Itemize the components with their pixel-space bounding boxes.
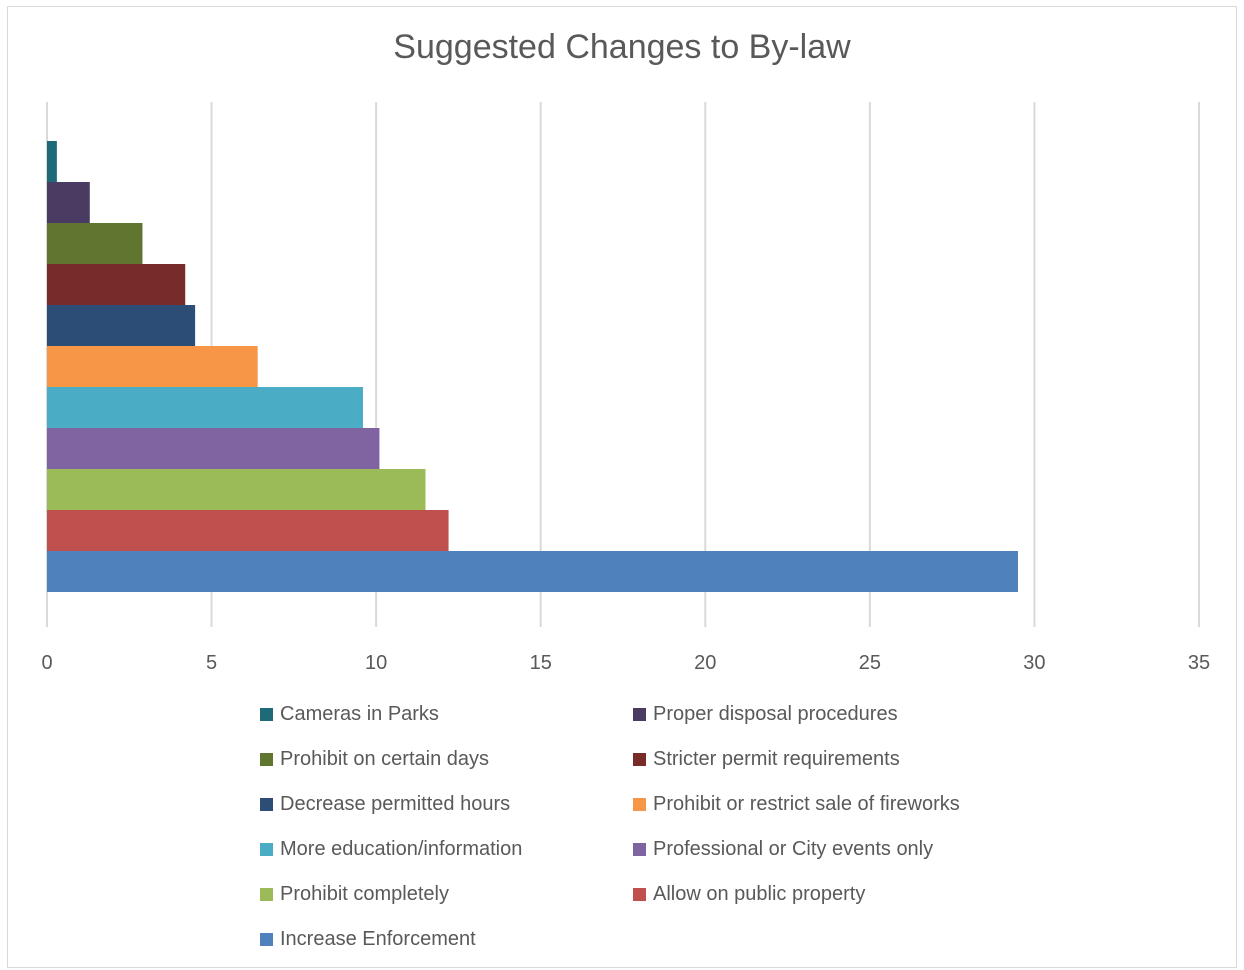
x-tick-label: 35 bbox=[1188, 652, 1210, 674]
x-tick-label: 0 bbox=[41, 652, 52, 674]
bars bbox=[47, 141, 1018, 592]
chart-title: Suggested Changes to By-law bbox=[393, 28, 851, 66]
legend-item: More education/information bbox=[260, 835, 522, 863]
legend-item: Allow on public property bbox=[633, 880, 865, 908]
legend-label: Increase Enforcement bbox=[280, 927, 476, 950]
legend-label: Prohibit completely bbox=[280, 882, 449, 905]
x-tick-label: 20 bbox=[694, 652, 716, 674]
legend-swatch bbox=[633, 887, 646, 901]
legend-label: Decrease permitted hours bbox=[280, 792, 511, 815]
x-tick-label: 30 bbox=[1023, 652, 1045, 674]
bar-stricter-permit-requirements bbox=[47, 264, 186, 305]
x-tick-label: 15 bbox=[530, 652, 552, 674]
legend-swatch bbox=[260, 707, 273, 721]
legend-item: Prohibit completely bbox=[260, 880, 449, 908]
bar-prohibit-or-restrict-sale-of-fireworks bbox=[47, 346, 258, 387]
legend-swatch bbox=[633, 752, 646, 766]
legend-item: Professional or City events only bbox=[633, 835, 933, 863]
legend-swatch bbox=[260, 842, 273, 856]
x-tick-label: 10 bbox=[365, 652, 387, 674]
legend-label: Stricter permit requirements bbox=[653, 747, 900, 770]
legend-label: Proper disposal procedures bbox=[653, 702, 898, 725]
legend-item: Increase Enforcement bbox=[260, 925, 476, 953]
bar-allow-on-public-property bbox=[47, 510, 449, 551]
legend-swatch bbox=[633, 797, 646, 811]
legend-swatch bbox=[260, 932, 273, 946]
x-tick-label: 25 bbox=[859, 652, 881, 674]
legend-swatch bbox=[260, 797, 273, 811]
legend-swatch bbox=[633, 707, 646, 721]
legend-label: Professional or City events only bbox=[653, 837, 934, 860]
legend-item: Stricter permit requirements bbox=[633, 745, 900, 773]
legend-item: Proper disposal procedures bbox=[633, 700, 898, 728]
legend-swatch bbox=[633, 842, 646, 856]
bar-prohibit-on-certain-days bbox=[47, 223, 143, 264]
legend-item: Prohibit or restrict sale of fireworks bbox=[633, 790, 960, 818]
x-tick-label: 5 bbox=[206, 652, 217, 674]
bar-decrease-permitted-hours bbox=[47, 305, 196, 346]
x-axis-ticks: 0 5 10 15 20 25 30 35 bbox=[41, 652, 1210, 674]
legend-swatch bbox=[260, 887, 273, 901]
legend-label: Prohibit on certain days bbox=[280, 747, 490, 770]
legend-label: Prohibit or restrict sale of fireworks bbox=[653, 792, 960, 815]
bar-professional-or-city-events-only bbox=[47, 428, 380, 469]
legend-label: Cameras in Parks bbox=[280, 702, 439, 725]
legend-item: Cameras in Parks bbox=[260, 700, 439, 728]
bar-prohibit-completely bbox=[47, 469, 426, 510]
legend-label: More education/information bbox=[280, 837, 523, 860]
legend-swatch bbox=[260, 752, 273, 766]
bar-increase-enforcement bbox=[47, 551, 1018, 592]
legend-label: Allow on public property bbox=[653, 882, 866, 905]
legend-item: Decrease permitted hours bbox=[260, 790, 510, 818]
bar-cameras-in-parks bbox=[47, 141, 57, 182]
bar-proper-disposal-procedures bbox=[47, 182, 90, 223]
legend-item: Prohibit on certain days bbox=[260, 745, 489, 773]
bar-more-education-information bbox=[47, 387, 363, 428]
